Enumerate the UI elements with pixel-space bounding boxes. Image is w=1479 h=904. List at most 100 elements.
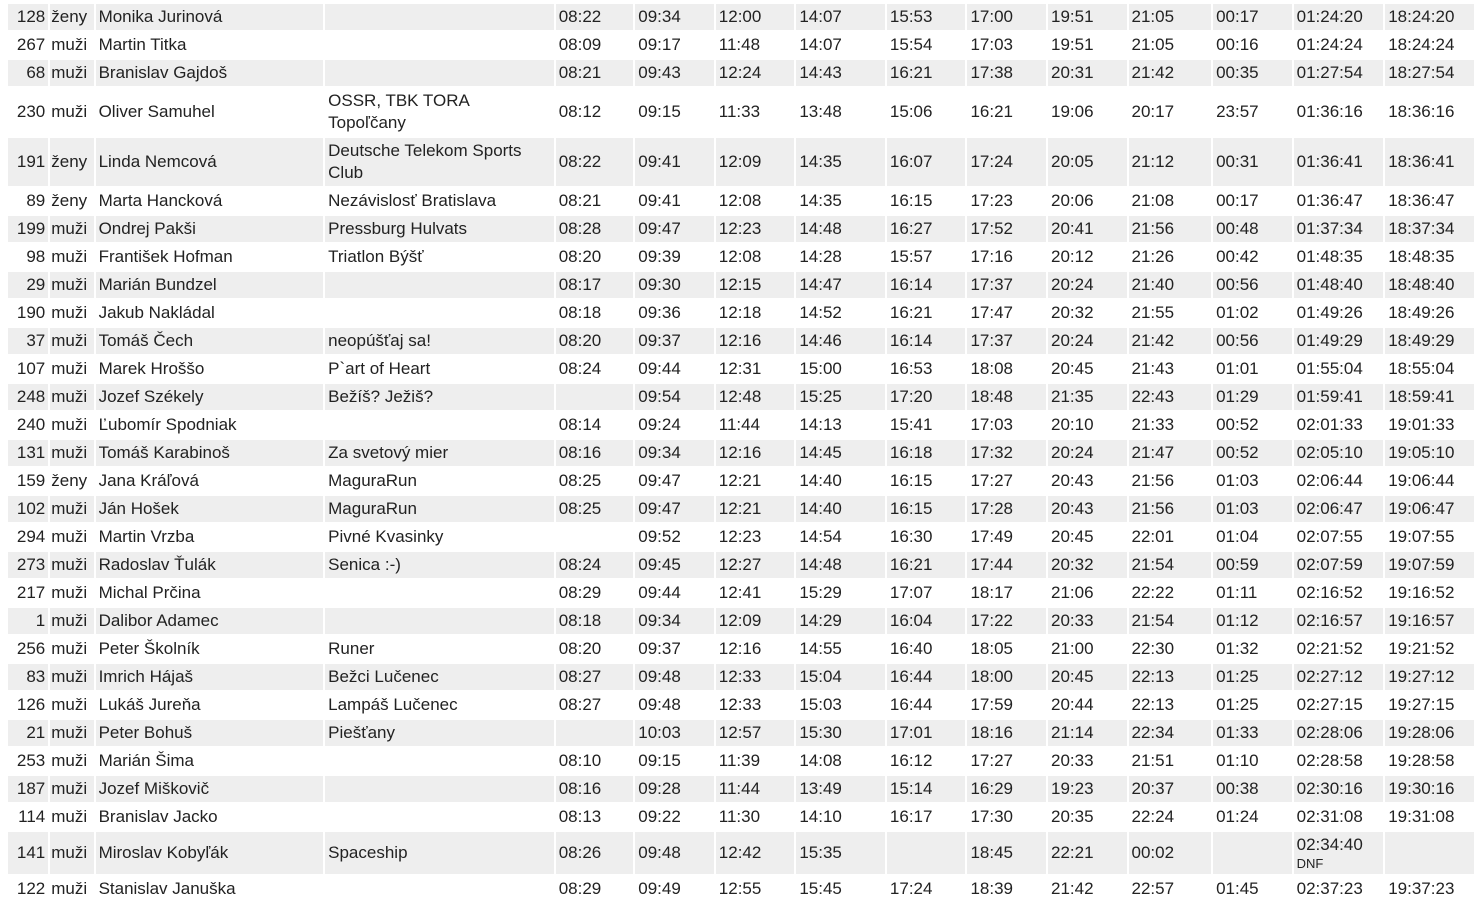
time-cell: 09:24 [635,412,714,438]
club [325,60,554,86]
gender: muži [50,88,94,136]
time-cell: 20:35 [1047,804,1127,830]
bib: 248 [8,384,49,410]
bib: 141 [8,832,49,874]
time-cell: 01:45 [1213,876,1292,902]
club [325,4,554,30]
gender: ženy [50,4,94,30]
time-cell: 08:16 [555,776,634,802]
name: Stanislav Januška [95,876,324,902]
time-cell: 19:51 [1047,4,1127,30]
results-body: 128 ženy Monika Jurinová 08:22 09:34 12:00 14:… [8,4,1474,902]
time-cell: 09:36 [635,300,714,326]
time-cell: 21:51 [1128,748,1212,774]
gender: ženy [50,138,94,186]
time-cell: 09:30 [635,272,714,298]
time-cell: 11:48 [715,32,795,58]
gender: muži [50,748,94,774]
time-cell: 15:30 [796,720,885,746]
time-cell: 11:30 [715,804,795,830]
time-cell: 19:16:57 [1385,608,1474,634]
gender: ženy [50,188,94,214]
time-cell: 08:20 [555,636,634,662]
time-cell: 19:28:06 [1385,720,1474,746]
time-cell: 22:22 [1128,580,1212,606]
time-cell: 22:30 [1128,636,1212,662]
time-cell: 21:00 [1047,636,1127,662]
time-cell: 21:26 [1128,244,1212,270]
time-cell: 01:02 [1213,300,1292,326]
club: Piešťany [325,720,554,746]
time-cell: 18:59:41 [1385,384,1474,410]
gender: muži [50,60,94,86]
time-cell: 02:06:47 [1293,496,1384,522]
time-cell: 12:16 [715,636,795,662]
time-cell: 08:28 [555,216,634,242]
name: Ondrej Pakši [95,216,324,242]
gender: muži [50,552,94,578]
time-cell: 19:37:23 [1385,876,1474,902]
bib: 217 [8,580,49,606]
time-cell: 18:55:04 [1385,356,1474,382]
time-cell: 01:04 [1213,524,1292,550]
time-cell: 17:44 [967,552,1046,578]
time-cell: 01:29 [1213,384,1292,410]
time-cell: 13:48 [796,88,885,136]
club [325,608,554,634]
name: Michal Prčina [95,580,324,606]
time-cell: 19:23 [1047,776,1127,802]
time-cell: 12:09 [715,608,795,634]
name: František Hofman [95,244,324,270]
time-cell: 17:20 [886,384,966,410]
name: Oliver Samuhel [95,88,324,136]
bib: 191 [8,138,49,186]
time-cell: 21:08 [1128,188,1212,214]
time-cell: 20:33 [1047,748,1127,774]
time-cell: 02:06:44 [1293,468,1384,494]
time-cell: 09:44 [635,580,714,606]
time-cell: 01:03 [1213,496,1292,522]
time-cell: 02:07:59 [1293,552,1384,578]
result-row: 159 ženy Jana Kráľová MaguraRun 08:25 09:47 12… [8,468,1474,494]
name: Marta Hancková [95,188,324,214]
time-cell: 21:12 [1128,138,1212,186]
gender: muži [50,412,94,438]
time-cell: 01:03 [1213,468,1292,494]
time-cell: 08:20 [555,328,634,354]
time-cell: 15:03 [796,692,885,718]
club: Deutsche Telekom Sports Club [325,138,554,186]
gender: muži [50,384,94,410]
result-row: 114 muži Branislav Jacko 08:13 09:22 11:30 14:… [8,804,1474,830]
club: Spaceship [325,832,554,874]
result-row: 37 muži Tomáš Čech neopúšťaj sa! 08:20 09:37 1… [8,328,1474,354]
time-cell: 15:29 [796,580,885,606]
time-cell: 01:10 [1213,748,1292,774]
time-cell: 02:27:12 [1293,664,1384,690]
time-cell: 02:34:40 DNF [1293,832,1384,874]
time-cell: 12:24 [715,60,795,86]
time-cell: 22:43 [1128,384,1212,410]
time-cell: 14:45 [796,440,885,466]
time-cell: 09:54 [635,384,714,410]
time-cell: 09:41 [635,138,714,186]
time-cell: 16:29 [967,776,1046,802]
time-cell: 16:53 [886,356,966,382]
bib: 230 [8,88,49,136]
time-cell: 00:42 [1213,244,1292,270]
time-cell: 22:13 [1128,664,1212,690]
time-cell: 16:15 [886,188,966,214]
gender: muži [50,664,94,690]
time-cell: 16:18 [886,440,966,466]
time-cell: 16:21 [967,88,1046,136]
time-cell: 14:47 [796,272,885,298]
time-cell: 09:39 [635,244,714,270]
gender: muži [50,496,94,522]
time-cell: 22:57 [1128,876,1212,902]
time-cell: 16:15 [886,468,966,494]
time-cell: 21:42 [1128,328,1212,354]
time-cell: 10:03 [635,720,714,746]
time-cell: 01:12 [1213,608,1292,634]
result-row: 1 muži Dalibor Adamec 08:18 09:34 12:09 14:29 1… [8,608,1474,634]
time-cell: 14:48 [796,552,885,578]
club: MaguraRun [325,468,554,494]
